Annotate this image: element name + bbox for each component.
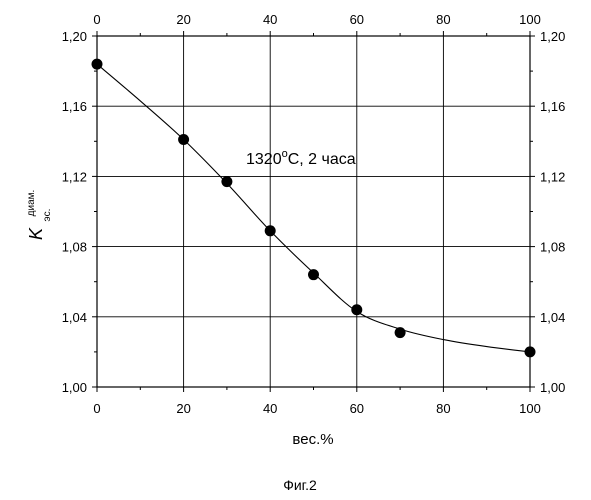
y-tick-label: 1,16 (62, 99, 87, 114)
fit-curve (97, 64, 530, 352)
right-tick-label: 1,00 (540, 380, 565, 395)
data-point (92, 59, 103, 70)
right-tick-label: 1,20 (540, 29, 565, 44)
x-tick-label: 80 (436, 401, 450, 416)
x-tick-label: 0 (93, 401, 100, 416)
grid (97, 36, 530, 387)
top-axis-tick-labels: 0 20 40 60 80 100 (93, 12, 540, 27)
x-axis-tick-labels: 0 20 40 60 80 100 (93, 401, 540, 416)
top-tick-label: 100 (519, 12, 541, 27)
y-tick-label: 1,20 (62, 29, 87, 44)
plot-frame (97, 36, 530, 387)
x-tick-label: 60 (350, 401, 364, 416)
annotation: 1320oC, 2 часа (246, 148, 356, 168)
top-tick-label: 60 (350, 12, 364, 27)
right-tick-label: 1,08 (540, 240, 565, 255)
top-tick-label: 80 (436, 12, 450, 27)
data-point (308, 269, 319, 280)
x-tick-label: 40 (263, 401, 277, 416)
right-tick-label: 1,12 (540, 169, 565, 184)
annotation-temp: 1320 (246, 151, 282, 168)
y-axis-title-subscript: эс. (42, 209, 53, 222)
x-tick-label: 100 (519, 401, 541, 416)
data-points (92, 59, 536, 358)
y-tick-label: 1,12 (62, 169, 87, 184)
data-point (178, 134, 189, 145)
right-axis-tick-labels: 1,00 1,04 1,08 1,12 1,16 1,20 (540, 29, 565, 395)
axis-ticks (92, 31, 535, 392)
y-axis-title-main: K (26, 227, 46, 240)
data-point (395, 327, 406, 338)
y-tick-label: 1,04 (62, 310, 87, 325)
data-point (525, 346, 536, 357)
data-point (265, 225, 276, 236)
y-tick-label: 1,08 (62, 240, 87, 255)
top-tick-label: 40 (263, 12, 277, 27)
data-point (221, 176, 232, 187)
y-axis-tick-labels: 1,00 1,04 1,08 1,12 1,16 1,20 (62, 29, 87, 395)
x-tick-label: 20 (176, 401, 190, 416)
top-tick-label: 0 (93, 12, 100, 27)
right-tick-label: 1,16 (540, 99, 565, 114)
y-axis-title-superscript: диам. (26, 190, 37, 217)
figure-caption: Фиг.2 (283, 477, 317, 493)
y-tick-label: 1,00 (62, 380, 87, 395)
annotation-suffix: C, 2 часа (288, 151, 356, 168)
top-tick-label: 20 (176, 12, 190, 27)
y-axis-title: K эс. диам. (26, 190, 53, 240)
right-tick-label: 1,04 (540, 310, 565, 325)
data-point (351, 304, 362, 315)
x-axis-title: вес.% (292, 431, 333, 448)
